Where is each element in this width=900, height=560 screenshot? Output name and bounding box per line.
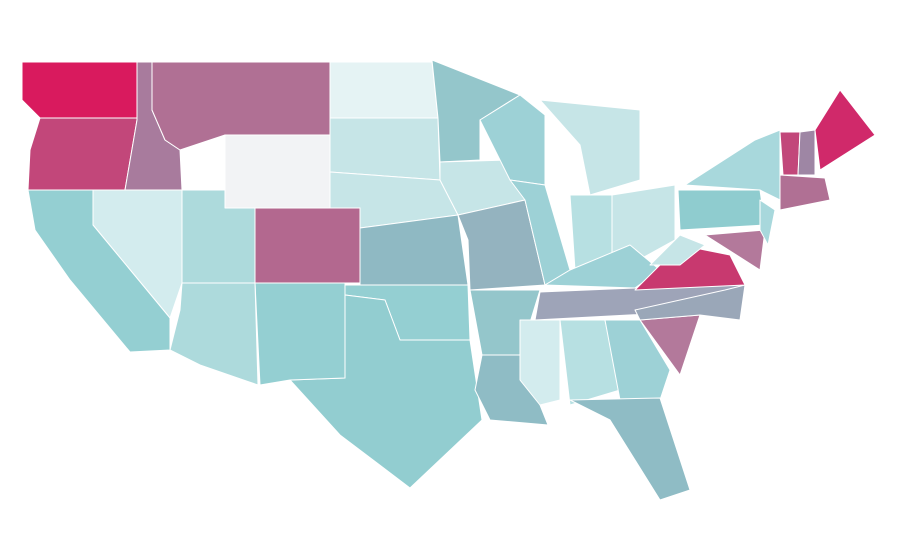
state [359, 214, 469, 286]
state [797, 129, 816, 176]
state [604, 319, 671, 401]
state [329, 117, 441, 181]
state [779, 174, 831, 211]
state [254, 282, 346, 386]
state [779, 131, 801, 176]
state [27, 189, 171, 353]
state [519, 319, 561, 406]
state [544, 244, 661, 289]
state [224, 134, 331, 209]
state [169, 282, 259, 386]
state [21, 61, 138, 119]
state [329, 61, 439, 119]
state [634, 284, 746, 321]
state [457, 199, 546, 291]
state [759, 199, 776, 246]
state [684, 129, 781, 201]
state [814, 89, 876, 171]
state [677, 189, 766, 231]
state [539, 99, 641, 196]
state [27, 117, 138, 191]
state [254, 207, 361, 284]
state [479, 94, 546, 186]
state [569, 397, 691, 501]
state [704, 229, 766, 271]
state [611, 184, 676, 263]
state [474, 354, 549, 426]
state [649, 234, 706, 266]
